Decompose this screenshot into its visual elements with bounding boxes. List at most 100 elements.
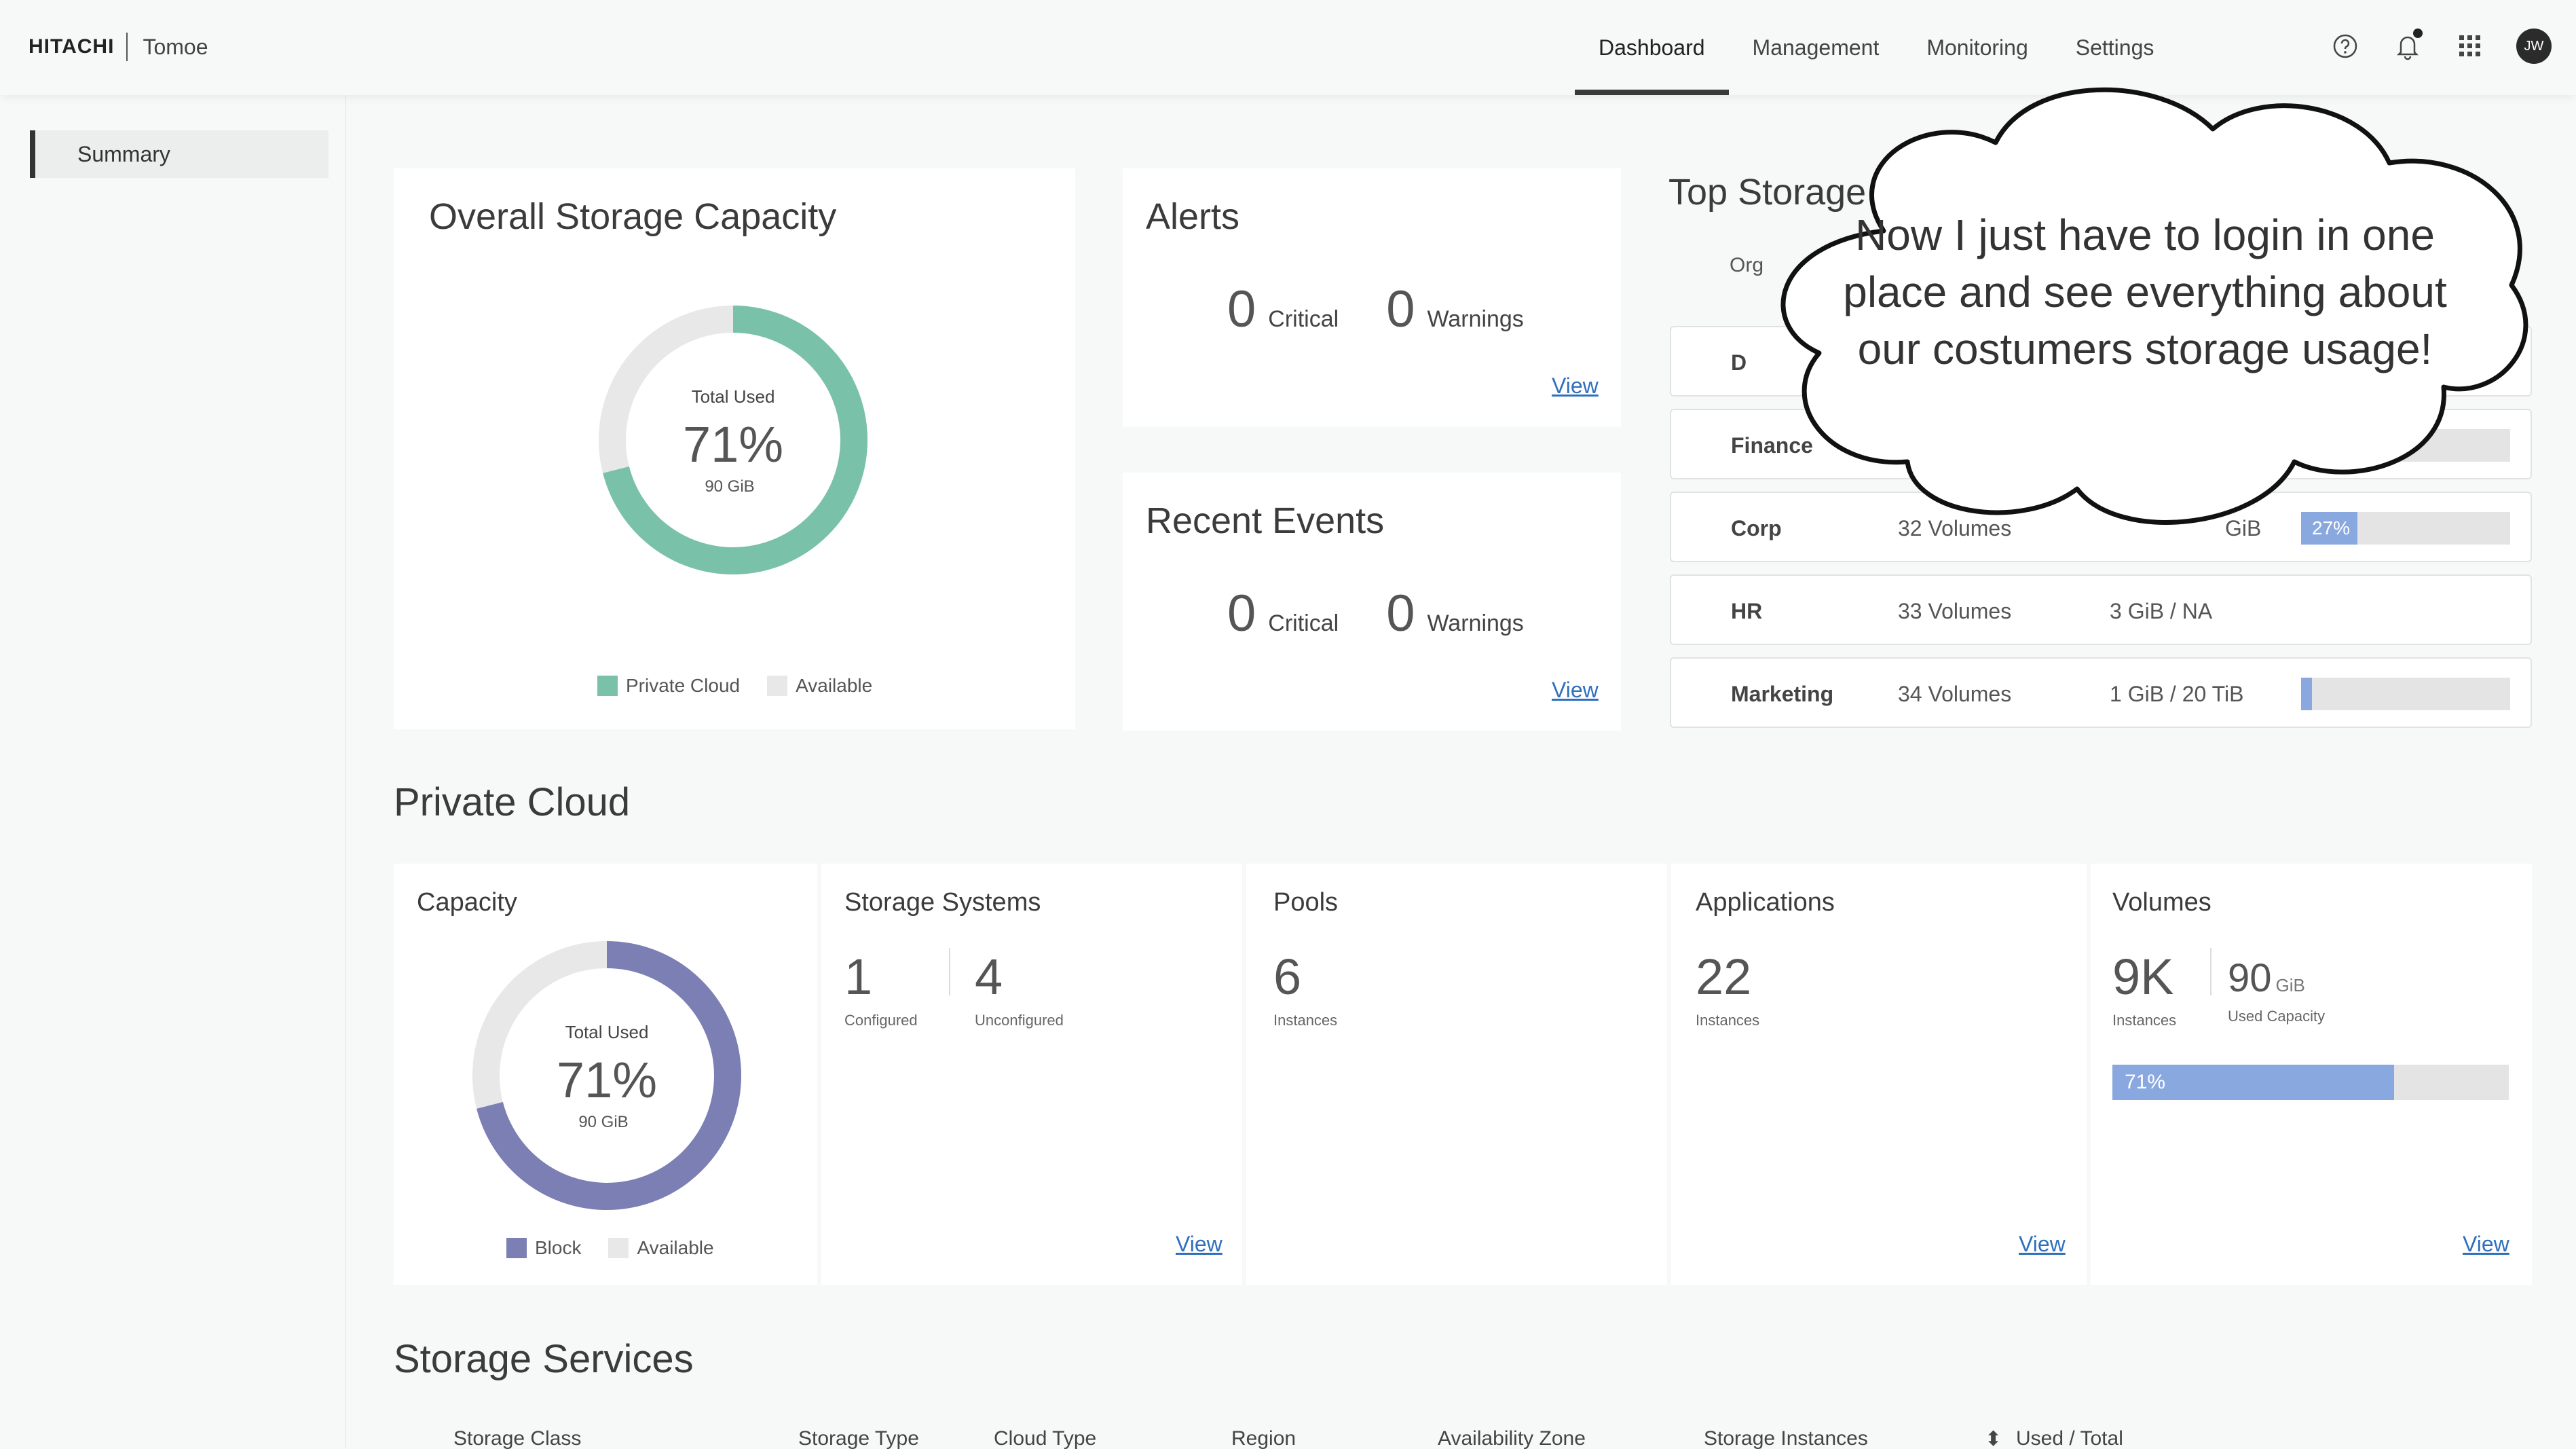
top-storage-used: 1 GiB / 20 TiB: [2110, 682, 2244, 706]
speech-cloud-callout: [1780, 87, 2528, 525]
pc-applications-tile: Applications 22 Instances View: [1671, 864, 2087, 1285]
overall-capacity-donut: Total Used 71% 90 GiB: [599, 306, 867, 574]
pc-donut-center-label: Total Used: [565, 1022, 649, 1042]
events-view-link[interactable]: View: [1552, 678, 1599, 702]
metric-used-capacity: 90 GiB Used Capacity: [2228, 959, 2325, 1025]
tab-dashboard[interactable]: Dashboard: [1575, 0, 1729, 95]
tab-monitoring[interactable]: Monitoring: [1926, 35, 2028, 60]
volumes-usage-bar: 71%: [2112, 1065, 2509, 1100]
user-avatar[interactable]: JW: [2516, 29, 2552, 64]
legend-item-available: Available: [767, 675, 872, 697]
top-storage-org-name: Corp: [1731, 516, 1782, 540]
metric-configured: 1 Configured: [844, 952, 918, 1029]
top-storage-usage-fill: 3%: [2301, 678, 2312, 710]
legend-swatch-available: [767, 676, 788, 696]
sort-icon[interactable]: ⬍: [1985, 1428, 2002, 1449]
top-storage-org-name: Finance: [1731, 433, 1813, 458]
top-storage-usage-bar: 27%: [2301, 512, 2510, 545]
main-nav: Dashboard Management Monitoring Settings: [1575, 0, 2178, 95]
pc-capacity-donut: Total Used 71% 90 GiB: [472, 941, 741, 1210]
tab-management[interactable]: Management: [1752, 35, 1880, 60]
notification-dot: [2413, 29, 2423, 38]
pc-pools-tile: Pools 6 Instances: [1246, 864, 1667, 1285]
top-storage-row[interactable]: Corp 32 Volumes GiB 27%: [1670, 492, 2532, 562]
legend-swatch-available: [608, 1238, 629, 1258]
alerts-warning-count: 0: [1386, 280, 1415, 338]
brand-logo: HITACHI: [29, 35, 115, 58]
app-grid-icon[interactable]: [2454, 30, 2486, 62]
legend-label: Available: [637, 1237, 714, 1258]
pc-storage-systems-tile: Storage Systems 1 Configured 4 Unconfigu…: [821, 864, 1242, 1285]
pc-volumes-title: Volumes: [2112, 888, 2211, 917]
app-name: Tomoe: [143, 34, 208, 59]
column-header-cloud-type[interactable]: Cloud Type: [994, 1427, 1097, 1449]
top-storage-column-header: Org: [1730, 254, 1764, 276]
top-storage-used: 3 GiB / NA: [2110, 599, 2213, 623]
pools-count: 6: [1273, 949, 1302, 1005]
configured-count: 1: [844, 949, 873, 1005]
legend-swatch-private-cloud: [597, 676, 618, 696]
top-storage-volumes: 34 Volumes: [1898, 682, 2012, 706]
metric-applications: 22 Instances: [1696, 952, 1759, 1029]
callout-text: Now I just have to login in one place an…: [1843, 210, 2447, 373]
overall-donut-center-value: 71%: [683, 416, 783, 473]
legend-label: Private Cloud: [626, 675, 741, 696]
column-header-region[interactable]: Region: [1231, 1427, 1296, 1449]
unconfigured-count: 4: [975, 949, 1003, 1005]
events-counts: 0 Critical 0 Warnings: [1227, 584, 1571, 643]
alerts-card: Alerts 0 Critical 0 Warnings View: [1123, 168, 1621, 426]
help-icon[interactable]: [2329, 30, 2362, 62]
alerts-title: Alerts: [1146, 196, 1240, 237]
column-header-used-total[interactable]: Used / Total: [2016, 1427, 2123, 1449]
column-header-storage-type[interactable]: Storage Type: [798, 1427, 919, 1449]
top-navigation-bar: HITACHI Tomoe Dashboard Management Monit…: [0, 0, 2576, 95]
pc-applications-title: Applications: [1696, 888, 1835, 917]
top-storage-title: Top Storage: [1668, 172, 1867, 213]
overall-capacity-title: Overall Storage Capacity: [429, 196, 837, 237]
top-storage-org-name: D: [1731, 350, 1747, 375]
sidebar: Summary: [7, 95, 346, 1449]
top-storage-usage-fill: 27%: [2301, 512, 2358, 545]
overall-donut-center-label: Total Used: [692, 386, 775, 407]
tab-settings[interactable]: Settings: [2075, 35, 2154, 60]
column-header-availability-zone[interactable]: Availability Zone: [1438, 1427, 1586, 1449]
metric-pools: 6 Instances: [1273, 952, 1337, 1029]
applications-view-link[interactable]: View: [2019, 1232, 2066, 1256]
top-storage-row[interactable]: Marketing 34 Volumes 1 GiB / 20 TiB 3%: [1670, 657, 2532, 728]
column-header-storage-class[interactable]: Storage Class: [453, 1427, 582, 1449]
brand[interactable]: HITACHI Tomoe: [29, 31, 208, 62]
legend-item-block: Block: [506, 1237, 581, 1259]
overall-donut-used-arc: [599, 306, 867, 574]
pc-donut-center-sub: 90 GiB: [578, 1113, 628, 1131]
legend-item-private-cloud: Private Cloud: [597, 675, 740, 697]
applications-label: Instances: [1696, 1012, 1760, 1029]
top-storage-volumes: 33 Volumes: [1898, 599, 2012, 623]
volumes-view-link[interactable]: View: [2463, 1232, 2509, 1256]
alerts-critical-count: 0: [1227, 280, 1256, 338]
used-capacity-label: Used Capacity: [2228, 1008, 2326, 1025]
legend-label: Block: [535, 1237, 582, 1258]
top-storage-org-name: HR: [1731, 599, 1763, 623]
pc-capacity-tile: Capacity Total Used 71% 90 GiB Block Ava…: [394, 864, 817, 1285]
recent-events-title: Recent Events: [1146, 500, 1385, 541]
alerts-warning-label: Warnings: [1427, 306, 1524, 332]
top-storage-volumes: 32 Volumes: [1898, 516, 2012, 540]
pc-donut-used-arc: [472, 941, 741, 1210]
events-critical-label: Critical: [1268, 610, 1339, 636]
sidebar-item-summary[interactable]: Summary: [30, 130, 329, 178]
storage-systems-view-link[interactable]: View: [1176, 1232, 1222, 1256]
overall-capacity-legend: Private Cloud Available: [597, 675, 872, 697]
notifications-bell-icon[interactable]: [2391, 29, 2424, 62]
pc-capacity-title: Capacity: [417, 888, 517, 917]
pc-pools-title: Pools: [1273, 888, 1339, 917]
metric-unconfigured: 4 Unconfigured: [975, 952, 1064, 1029]
overall-capacity-card: Overall Storage Capacity Total Used 71% …: [394, 168, 1075, 729]
top-storage-row[interactable]: HR 33 Volumes 3 GiB / NA: [1670, 574, 2532, 645]
metric-divider: [949, 948, 950, 995]
used-capacity-value: 90: [2228, 956, 2272, 1000]
column-header-storage-instances[interactable]: Storage Instances: [1704, 1427, 1868, 1449]
volume-instances-label: Instances: [2112, 1012, 2177, 1029]
recent-events-card: Recent Events 0 Critical 0 Warnings View: [1123, 473, 1621, 731]
volume-instances-count: 9K: [2112, 949, 2174, 1005]
alerts-view-link[interactable]: View: [1552, 373, 1599, 398]
